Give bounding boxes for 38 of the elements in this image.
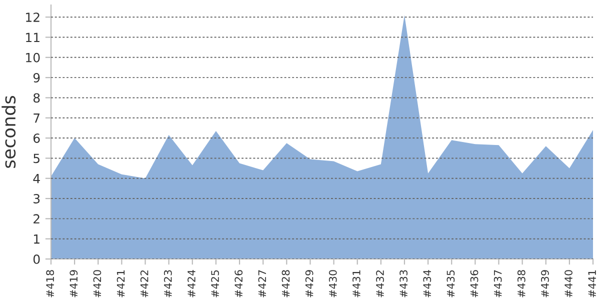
x-tick-label: #434 — [423, 270, 432, 298]
x-tick-label: #432 — [376, 270, 384, 298]
y-tick-label: 7 — [34, 114, 40, 123]
y-tick-label: 4 — [33, 174, 40, 184]
x-tick-label: #423 — [164, 270, 172, 298]
x-tick-label: #419 — [70, 270, 78, 298]
x-tick-label: #436 — [470, 270, 478, 298]
x-tick-label: #426 — [234, 270, 243, 298]
x-tick-label: #422 — [140, 270, 148, 298]
x-tick-label: #437 — [494, 270, 502, 298]
y-tick-label: 5 — [34, 154, 40, 164]
y-tick-label: 1 — [34, 234, 40, 244]
y-tick-label: 2 — [34, 214, 40, 224]
x-tick-label: #440 — [564, 270, 572, 298]
x-tick-label: #433 — [400, 270, 408, 298]
y-tick-label: 3 — [34, 194, 40, 204]
y-tick-label: 0 — [33, 254, 40, 264]
x-tick-label: #421 — [116, 270, 125, 298]
y-tick-label: 11 — [26, 32, 40, 42]
y-tick-label: 8 — [33, 93, 40, 103]
x-tick-label: #425 — [211, 270, 219, 298]
x-tick-label: #428 — [282, 270, 290, 298]
x-tick-label: #441 — [588, 270, 596, 298]
x-tick-label: #439 — [541, 270, 549, 298]
y-tick-label: 6 — [34, 134, 40, 143]
x-tick-label: #431 — [352, 270, 360, 298]
y-tick-label: 12 — [26, 12, 40, 22]
x-tick-label: #438 — [517, 270, 526, 298]
x-tick-label: #427 — [258, 270, 266, 298]
y-tick-label: 10 — [26, 52, 40, 62]
x-tick-label: #420 — [93, 270, 102, 298]
y-axis-title: seconds — [2, 96, 16, 168]
x-tick-label: #424 — [188, 270, 196, 298]
x-tick-label: #429 — [305, 270, 314, 298]
x-tick-label: #430 — [328, 270, 337, 298]
x-tick-label: #418 — [46, 270, 54, 298]
x-tick-label: #435 — [446, 270, 455, 298]
y-tick-label: 9 — [33, 73, 40, 82]
